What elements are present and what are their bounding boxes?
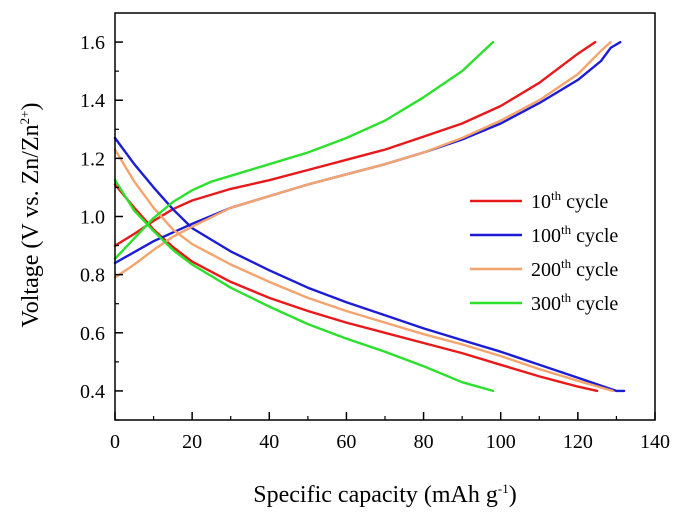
ticks-layer: 0 20 40 60 80 100 120 140 0.4 0.6 0.8 1.0 1.2 1.4 1.6 (80, 32, 670, 453)
legend-label-100: 100th cycle (531, 222, 618, 247)
axes-layer (114, 12, 656, 421)
y-tick-label: 0.6 (80, 323, 105, 345)
y-axis-title: Voltage (V vs. Zn/Zn2+) (17, 103, 44, 328)
y-tick-label: 0.4 (80, 381, 105, 403)
x-tick-label: 60 (336, 431, 356, 453)
series-300-discharge-line (113, 178, 495, 393)
x-tick-label: 100 (486, 431, 516, 453)
legend-label-10: 10th cycle (531, 188, 608, 213)
x-tick-label: 20 (182, 431, 202, 453)
x-tick-label: 80 (414, 431, 434, 453)
series-300-charge-line (113, 40, 495, 260)
series-10-charge-line (113, 40, 597, 247)
y-tick-label: 1.2 (80, 148, 105, 170)
x-tick-label: 40 (259, 431, 279, 453)
y-tick-label: 1.4 (80, 90, 105, 112)
series-10-discharge-line (113, 183, 599, 393)
x-tick-label: 140 (640, 431, 670, 453)
series-100-discharge-line (113, 136, 626, 393)
legend-label-200: 200th cycle (531, 256, 618, 281)
x-tick-label: 120 (563, 431, 593, 453)
series-200-charge-line (113, 40, 612, 279)
legend-label-300: 300th cycle (531, 290, 618, 315)
series-200-discharge-line (113, 148, 614, 393)
legend: 10th cycle 100th cycle 200th cycle 300th cy… (470, 188, 618, 315)
y-tick-label: 0.8 (80, 265, 105, 287)
y-tick-label: 1.6 (80, 32, 105, 54)
x-axis-title: Specific capacity (mAh g-1) (253, 481, 516, 508)
x-tick-label: 0 (110, 431, 120, 453)
plot-frame (114, 12, 656, 421)
series-layer (113, 40, 626, 393)
y-tick-label: 1.0 (80, 207, 105, 229)
